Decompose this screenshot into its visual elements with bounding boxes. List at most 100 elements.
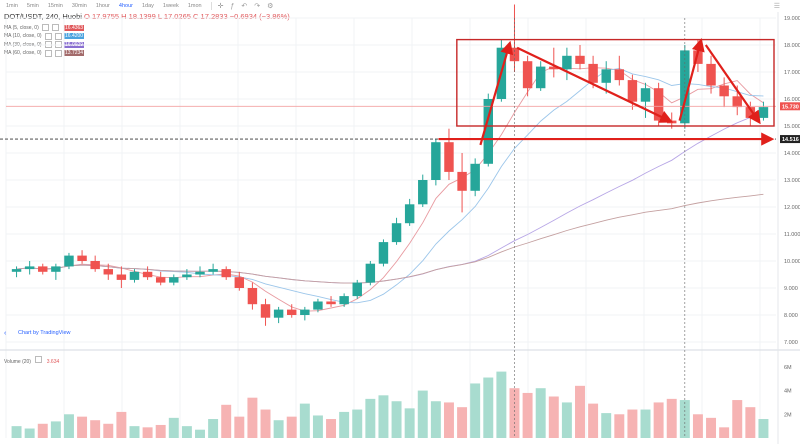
ma-line-5 xyxy=(16,66,764,312)
crosshair-icon[interactable]: ✛ xyxy=(217,3,224,10)
volume-value: 3.634 xyxy=(46,359,60,365)
volume-bar xyxy=(142,427,153,438)
ma-legend-row: MA (5, close, 0) 16.4363 xyxy=(4,24,85,31)
volume-bar xyxy=(181,426,192,438)
ma-legend-row: MA (10, close, 0) 16.4200 xyxy=(4,32,85,40)
timeframe-1day[interactable]: 1day xyxy=(141,3,154,9)
volume-bar xyxy=(588,403,599,438)
candle-body xyxy=(182,274,192,278)
toolbar-divider xyxy=(210,2,212,10)
candle-body xyxy=(208,269,218,272)
volume-bar xyxy=(326,419,337,438)
timeframe-1week[interactable]: 1week xyxy=(162,3,179,9)
candle-body xyxy=(444,142,454,172)
candle-body xyxy=(549,66,559,70)
y-tick-label: 10.000 xyxy=(784,259,800,265)
gear-icon[interactable] xyxy=(54,32,62,40)
candle-body xyxy=(601,69,611,83)
candle-body xyxy=(562,55,572,70)
volume-bar xyxy=(457,407,468,438)
candle-body xyxy=(103,269,113,275)
ma-line-60 xyxy=(16,193,764,284)
volume-bar xyxy=(614,414,625,438)
volume-bar xyxy=(509,388,520,438)
volume-bar xyxy=(221,404,232,438)
candle-body xyxy=(247,288,258,305)
candle-body xyxy=(155,277,166,283)
candle-body xyxy=(732,96,742,108)
volume-bar xyxy=(706,417,717,438)
y-tick-label: 12.000 xyxy=(784,205,800,211)
volume-bar xyxy=(273,420,284,438)
settings-icon[interactable]: ⚙ xyxy=(267,3,274,10)
crosshair-price-badge: 14.516 xyxy=(782,137,799,143)
candle-body xyxy=(431,142,441,180)
timeframe-15min[interactable]: 15min xyxy=(47,3,63,9)
volume-bar xyxy=(548,396,559,438)
arrow-down-1 xyxy=(516,46,674,123)
indicator-icon[interactable]: ƒ xyxy=(230,2,235,10)
volume-bar xyxy=(601,413,612,438)
ma-line-30 xyxy=(16,111,764,284)
ohlc-readout: O 17.9755 H 18.1399 L 17.0265 C 17.2833 … xyxy=(84,12,290,21)
volume-bar xyxy=(522,392,533,438)
candle-body xyxy=(287,309,297,315)
volume-settings-icon[interactable] xyxy=(35,356,43,363)
current-price-badge: 15.730 xyxy=(782,104,799,110)
volume-bar xyxy=(168,417,179,438)
gear-icon[interactable] xyxy=(51,24,59,31)
menu-icon[interactable]: ☰ xyxy=(773,3,780,10)
undo-icon[interactable]: ↶ xyxy=(241,3,248,10)
timeframe-toolbar: 1min 5min 15min 30min 1hour 4hour 1day 1week 1mo… xyxy=(0,0,800,12)
y-tick-label: 18.000 xyxy=(784,43,800,49)
candle-body xyxy=(627,80,638,102)
redo-icon[interactable]: ↷ xyxy=(254,3,261,10)
y-tick-label: 17.000 xyxy=(784,70,800,76)
volume-bar xyxy=(50,421,61,438)
chart-credit[interactable]: Chart by TradingView xyxy=(18,330,71,336)
volume-bar xyxy=(745,407,756,438)
gear-icon[interactable] xyxy=(54,49,62,57)
y-tick-label: 9.000 xyxy=(784,286,798,292)
timeframe-1hour[interactable]: 1hour xyxy=(95,3,110,9)
volume-bar xyxy=(24,428,35,438)
candle-body xyxy=(129,271,140,280)
candle-body xyxy=(77,255,87,261)
volume-bar xyxy=(470,383,481,438)
eye-icon[interactable] xyxy=(44,32,52,40)
candle-body xyxy=(758,107,769,118)
timeframe-1mon[interactable]: 1mon xyxy=(187,3,202,9)
volume-bar xyxy=(195,429,205,438)
ma-value: 13.7234 xyxy=(64,50,85,56)
candle-body xyxy=(522,61,533,89)
collapse-icon[interactable]: ‹ xyxy=(4,330,7,337)
volume-bar xyxy=(692,414,703,438)
timeframe-5min[interactable]: 5min xyxy=(26,3,39,9)
candle-body xyxy=(575,55,585,64)
volume-label: Volume (20) xyxy=(4,359,31,365)
volume-bar xyxy=(561,402,572,438)
ma-label: MA (10, close, 0) xyxy=(4,33,42,39)
volume-bar xyxy=(535,388,546,438)
candle-body xyxy=(535,66,546,89)
y-tick-label: 13.000 xyxy=(784,178,800,184)
candle-body xyxy=(273,309,284,318)
volume-bar xyxy=(653,402,664,438)
volume-bar xyxy=(365,398,376,438)
timeframe-30min[interactable]: 30min xyxy=(71,3,87,9)
eye-icon[interactable] xyxy=(44,49,52,57)
timeframe-1min[interactable]: 1min xyxy=(6,3,18,9)
candle-body xyxy=(457,171,467,191)
timeframe-4hour[interactable]: 4hour xyxy=(118,3,133,9)
volume-bar xyxy=(339,411,350,438)
symbol-header: DOT/USDT, 240, Huobi O 17.9755 H 18.1399… xyxy=(4,12,290,21)
volume-tick-label: 6M xyxy=(784,365,792,371)
volume-bar xyxy=(37,423,48,438)
volume-bar xyxy=(312,415,323,438)
y-tick-label: 11.000 xyxy=(784,232,800,238)
eye-icon[interactable] xyxy=(41,24,49,31)
candle-body xyxy=(90,261,100,270)
volume-bar xyxy=(247,397,258,438)
candle-body xyxy=(378,242,389,264)
